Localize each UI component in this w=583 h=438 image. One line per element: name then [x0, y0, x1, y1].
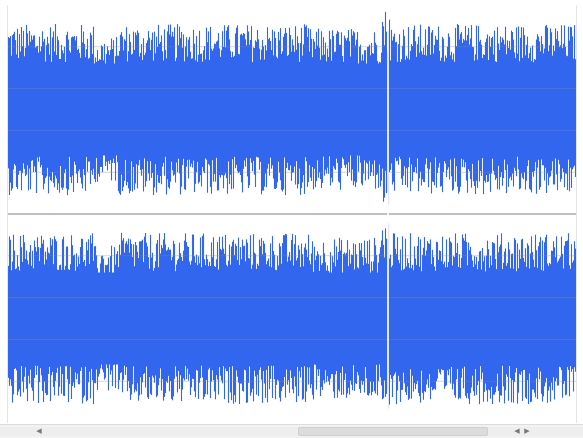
chevron-right-icon[interactable]: ▶ — [524, 428, 530, 435]
scrollbar-track[interactable] — [0, 427, 583, 436]
chevron-right-icon[interactable]: ◀ — [514, 428, 520, 435]
horizontal-scrollbar[interactable]: ◀ ◀ ▶ — [0, 424, 583, 438]
waveform-display[interactable] — [7, 5, 577, 423]
waveform-channel-left — [8, 11, 576, 205]
scrollbar-thumb[interactable] — [298, 427, 488, 436]
waveform-channel-right — [8, 223, 576, 409]
waveform-canvas[interactable] — [8, 5, 576, 423]
chevron-left-icon[interactable]: ◀ — [36, 428, 42, 435]
